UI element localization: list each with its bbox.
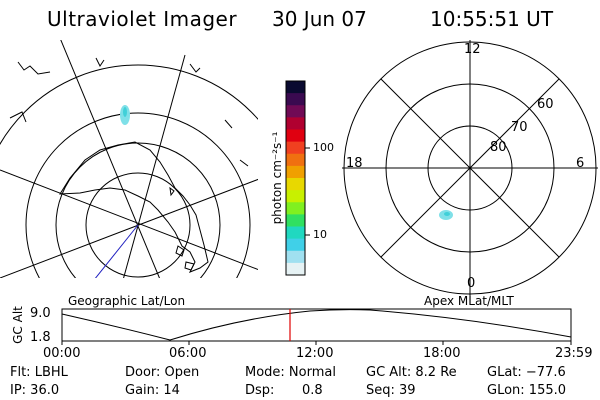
colorbar-segment bbox=[286, 81, 305, 94]
colorbar-segment bbox=[286, 262, 305, 276]
mlat-label-60: 60 bbox=[537, 97, 554, 112]
colorbar-segment bbox=[286, 202, 305, 215]
status-glon: GLon: 155.0 bbox=[487, 383, 567, 398]
aurora-patch-mag-core bbox=[444, 212, 450, 216]
timeline-axis-label: GC Alt bbox=[11, 306, 25, 344]
colorbar-segment bbox=[286, 250, 305, 264]
colorbar-segment bbox=[286, 178, 305, 191]
colorbar bbox=[286, 81, 305, 276]
geo-meridian-1 bbox=[60, 40, 160, 278]
geo-lat-circle-3 bbox=[25, 112, 251, 278]
colorbar-segment bbox=[286, 165, 305, 179]
colorbar-tick-label-100: 100 bbox=[313, 141, 334, 154]
geographic-map-label: Geographic Lat/Lon bbox=[68, 294, 186, 308]
timeline-tick-label-1800: 18:00 bbox=[423, 346, 461, 361]
geo-meridian-4 bbox=[0, 178, 258, 278]
geo-lat-circle-4 bbox=[0, 64, 258, 146]
status-dsp-label: Dsp: bbox=[245, 383, 275, 398]
apex-map bbox=[342, 40, 598, 296]
status-door: Door: Open bbox=[125, 365, 200, 380]
colorbar-segment bbox=[286, 105, 305, 118]
timeline-frame bbox=[61, 308, 572, 342]
colorbar-axis-label: photon cm⁻²s⁻¹ bbox=[270, 131, 284, 225]
timeline-y-bottom: 1.8 bbox=[30, 330, 51, 345]
timeline-tick-label-1200: 12:00 bbox=[296, 346, 334, 361]
timeline-tick-label-0600: 06:00 bbox=[169, 346, 207, 361]
coastline-antarctica bbox=[59, 141, 209, 273]
mlt-label-12: 12 bbox=[464, 42, 481, 57]
colorbar-segment bbox=[286, 141, 305, 155]
status-gain: Gain: 14 bbox=[125, 383, 180, 398]
status-filter: Flt: LBHL bbox=[10, 365, 68, 380]
mlat-label-70: 70 bbox=[511, 120, 528, 135]
date-label: 30 Jun 07 bbox=[272, 7, 367, 31]
mlt-label-0: 0 bbox=[467, 276, 476, 291]
status-seq: Seq: 39 bbox=[366, 383, 416, 398]
geo-lat-circle-2 bbox=[55, 142, 221, 278]
mlat-label-80: 80 bbox=[490, 140, 507, 155]
status-gc-alt: GC Alt: 8.2 Re bbox=[366, 365, 457, 380]
coastline-north bbox=[9, 57, 249, 167]
colorbar-frame bbox=[285, 80, 306, 276]
altitude-curve bbox=[61, 309, 572, 341]
apex-map-label: Apex MLat/MLT bbox=[424, 294, 514, 308]
mlt-line-diag-2 bbox=[380, 78, 560, 258]
status-glat: GLat: −77.6 bbox=[487, 365, 566, 380]
colorbar-tick-label-10: 10 bbox=[313, 228, 327, 241]
time-label: 10:55:51 UT bbox=[430, 7, 554, 31]
timeline-plot bbox=[61, 308, 572, 345]
colorbar-segment bbox=[286, 190, 305, 203]
timeline-tick-label-0000: 00:00 bbox=[43, 346, 81, 361]
instrument-title: Ultraviolet Imager bbox=[47, 7, 238, 31]
mlt-label-6: 6 bbox=[576, 156, 585, 171]
status-dsp-value: 0.8 bbox=[302, 383, 323, 398]
mlt-label-18: 18 bbox=[346, 156, 363, 171]
aurora-patch-geo-core bbox=[123, 107, 127, 117]
coastline-islands bbox=[169, 186, 195, 271]
status-ip: IP: 36.0 bbox=[10, 383, 60, 398]
geo-lat-circle-1 bbox=[85, 172, 191, 278]
timeline-y-top: 9.0 bbox=[30, 306, 51, 321]
colorbar-segment bbox=[286, 153, 305, 167]
colorbar-segment bbox=[286, 93, 305, 106]
colorbar-segment bbox=[286, 238, 305, 252]
geographic-map bbox=[0, 40, 258, 278]
geo-meridian-blue bbox=[94, 224, 139, 278]
timeline-tick-label-2359: 23:59 bbox=[555, 346, 593, 361]
colorbar-segment bbox=[286, 117, 305, 131]
status-mode: Mode: Normal bbox=[245, 365, 336, 380]
colorbar-segment bbox=[286, 226, 305, 240]
colorbar-segment bbox=[286, 129, 305, 143]
geo-meridian-2 bbox=[123, 54, 186, 278]
colorbar-segment bbox=[286, 214, 305, 228]
